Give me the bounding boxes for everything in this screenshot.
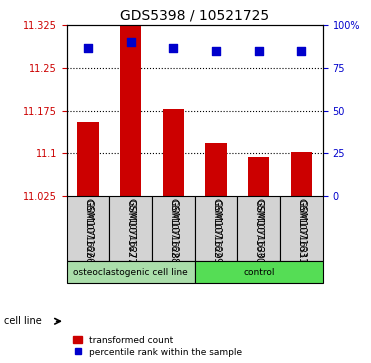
Text: GSM1071626: GSM1071626 bbox=[83, 198, 93, 259]
Bar bbox=[120, 25, 141, 196]
Text: GSM1071627: GSM1071627 bbox=[126, 199, 136, 265]
Bar bbox=[291, 152, 312, 196]
Point bbox=[171, 45, 177, 50]
Text: GSM1071631: GSM1071631 bbox=[297, 198, 306, 259]
Point bbox=[213, 48, 219, 54]
Text: GSM1071628: GSM1071628 bbox=[168, 199, 178, 265]
Text: osteoclastogenic cell line: osteoclastogenic cell line bbox=[73, 268, 188, 277]
Text: control: control bbox=[243, 268, 275, 277]
Text: GSM1071626: GSM1071626 bbox=[83, 199, 93, 265]
FancyBboxPatch shape bbox=[280, 196, 323, 261]
Bar bbox=[248, 158, 269, 196]
Title: GDS5398 / 10521725: GDS5398 / 10521725 bbox=[120, 9, 269, 23]
Bar bbox=[78, 122, 99, 196]
FancyBboxPatch shape bbox=[237, 196, 280, 261]
FancyBboxPatch shape bbox=[152, 196, 195, 261]
Point bbox=[256, 48, 262, 54]
FancyBboxPatch shape bbox=[195, 261, 323, 283]
Bar bbox=[206, 143, 227, 196]
Text: GSM1071629: GSM1071629 bbox=[211, 199, 221, 265]
FancyBboxPatch shape bbox=[67, 261, 195, 283]
Text: GSM1071629: GSM1071629 bbox=[211, 198, 221, 259]
Text: GSM1071630: GSM1071630 bbox=[254, 198, 263, 259]
Text: GSM1071630: GSM1071630 bbox=[254, 199, 264, 265]
Text: cell line: cell line bbox=[4, 316, 42, 326]
FancyBboxPatch shape bbox=[109, 196, 152, 261]
FancyBboxPatch shape bbox=[67, 196, 109, 261]
Point bbox=[85, 45, 91, 50]
Bar bbox=[163, 109, 184, 196]
FancyBboxPatch shape bbox=[195, 196, 237, 261]
Legend: transformed count, percentile rank within the sample: transformed count, percentile rank withi… bbox=[71, 334, 244, 359]
Text: GSM1071631: GSM1071631 bbox=[296, 199, 306, 265]
Point bbox=[128, 40, 134, 45]
Text: GSM1071628: GSM1071628 bbox=[169, 198, 178, 259]
Text: GSM1071627: GSM1071627 bbox=[126, 198, 135, 259]
Point bbox=[298, 48, 304, 54]
